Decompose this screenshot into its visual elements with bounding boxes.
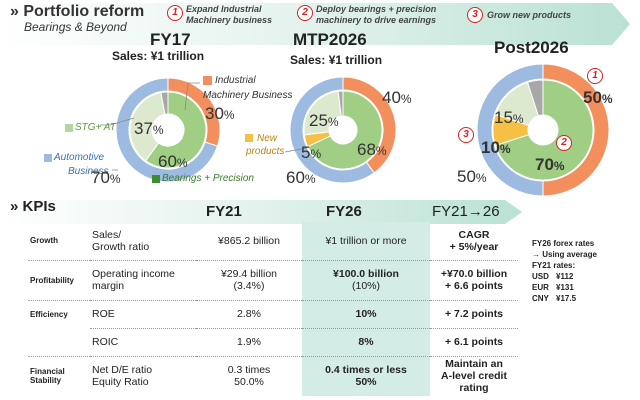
rate-cny: CNY ¥17.5	[532, 294, 577, 303]
mtp-automotive-slice	[289, 76, 375, 184]
automotive-label-2: Business	[68, 166, 109, 177]
new-products-swatch	[245, 134, 253, 142]
fy17-stg-slice	[129, 92, 166, 162]
stg-label: STG+ AT	[75, 122, 116, 133]
kpi-fy21-value: 1.9%	[196, 328, 302, 357]
fy17-automotive-slice	[115, 77, 219, 183]
kpi-fy26-value: 8%	[302, 328, 430, 357]
mtp-sales: Sales: ¥1 trillion	[290, 53, 383, 67]
automotive-swatch	[44, 154, 52, 162]
industrial-swatch	[203, 76, 212, 85]
industrial-label: Industrial	[215, 75, 256, 86]
mtp-donut-hole	[329, 116, 357, 144]
fy17-title: FY17	[150, 30, 191, 49]
portfolio-donuts	[100, 63, 610, 197]
post-automotive-pct: 50%	[457, 167, 487, 186]
post-donut-hole	[528, 115, 558, 145]
post-stg-pct: 15%	[494, 108, 524, 127]
page-subtitle: Bearings & Beyond	[24, 20, 127, 34]
step-2-marker: 2	[297, 5, 313, 21]
mtp-stg-pct: 25%	[309, 111, 339, 130]
kpi-category: Financial Stability	[30, 367, 65, 386]
bearings-swatch	[152, 175, 160, 183]
kpi-col-fy26: FY26	[326, 203, 362, 220]
kpi-row-profitability: Profitability Operating income margin ¥29…	[28, 260, 518, 301]
rate-usd: USD ¥112	[532, 272, 574, 281]
fy17-donut-hole	[152, 114, 184, 146]
fy17-sales: Sales: ¥1 trillion	[112, 49, 205, 63]
kpi-fy21-value: ¥865.2 billion	[196, 222, 302, 261]
post-automotive-slice	[476, 63, 544, 197]
kpi-title: » KPIs	[10, 198, 56, 215]
kpi-row-roe: Efficiency ROE 2.8% 10% + 7.2 points	[28, 300, 518, 329]
kpi-col-change: FY21→26	[432, 203, 500, 220]
kpi-fy26-value: ¥100.0 billion (10%)	[302, 260, 430, 301]
step-3-text: Grow new products	[487, 10, 572, 20]
automotive-label: Automotive	[54, 152, 105, 163]
fy17-industrial-pct: 30%	[205, 104, 235, 123]
kpi-fy21-value: 0.3 times 50.0%	[227, 364, 271, 389]
kpi-table: Growth Sales/Growth ratio ¥865.2 billion…	[28, 222, 518, 396]
kpi-category: Growth	[28, 222, 90, 261]
kpi-row-roic: ROIC 1.9% 8% + 6.1 points	[28, 328, 518, 357]
kpi-fy26-value: 0.4 times or less 50%	[302, 356, 430, 396]
kpi-category: Profitability	[28, 260, 90, 301]
kpi-change-value: Maintain an A-level credit rating	[441, 358, 507, 395]
kpi-fy26-value: ¥1 trillion or more	[302, 222, 430, 261]
mtp-new-pct: 5%	[301, 143, 322, 162]
mtp-bearings-pct: 68%	[357, 140, 387, 159]
kpi-change-value: + 6.1 points	[430, 328, 518, 357]
forex-note: FY26 forex rates → Using average FY21 ra…	[532, 239, 597, 303]
stg-swatch	[65, 124, 73, 132]
kpi-fy21-value: 2.8%	[196, 300, 302, 329]
post-title: Post2026	[494, 38, 569, 57]
kpi-indicator: Sales/Growth ratio	[90, 222, 196, 261]
new-products-label-2: products	[246, 146, 285, 157]
fy17-automotive-pct: 70%	[91, 168, 121, 187]
kpi-change-value: +¥70.0 billion + 6.6 points	[430, 260, 518, 301]
kpi-indicator: ROE	[90, 300, 196, 329]
kpi-fy26-value: 10%	[302, 300, 430, 329]
mtp-title: MTP2026	[293, 30, 367, 49]
post-marker-3: 3	[458, 127, 474, 143]
step-3-marker: 3	[467, 7, 483, 23]
fy17-donut	[115, 77, 221, 183]
industrial-label-2: Machinery Business	[203, 90, 293, 101]
kpi-col-fy21: FY21	[206, 203, 242, 220]
post-marker-2: 2	[556, 135, 572, 151]
page-title: » Portfolio reform	[10, 3, 145, 20]
kpi-change-value: CAGR + 5%/year	[430, 222, 518, 261]
kpi-category	[28, 328, 90, 357]
kpi-fy21-value: ¥29.4 billion (3.4%)	[196, 260, 302, 301]
new-products-label: New	[257, 133, 278, 144]
kpi-indicator: Operating income margin	[90, 260, 196, 301]
kpi-row-financial-stability: Financial Stability Net D/E ratio Equity …	[28, 356, 518, 396]
rate-eur: EUR ¥131	[532, 283, 574, 292]
kpi-banner	[0, 200, 522, 224]
kpi-change-value: + 7.2 points	[430, 300, 518, 329]
step-2-text: Deploy bearings + precision machinery to …	[316, 4, 437, 25]
kpi-indicator: Net D/E ratio Equity Ratio	[92, 364, 153, 389]
mtp-industrial-pct: 40%	[382, 88, 412, 107]
kpi-row-growth: Growth Sales/Growth ratio ¥865.2 billion…	[28, 222, 518, 261]
post-marker-1: 1	[587, 68, 603, 84]
kpi-indicator: ROIC	[90, 328, 196, 357]
fy17-stg-pct: 37%	[134, 119, 164, 138]
bearings-label: Bearings + Precision	[162, 173, 254, 184]
fy17-bearings-pct: 60%	[158, 152, 188, 171]
post-industrial-pct: 50%	[583, 88, 613, 107]
mtp-donut	[289, 76, 397, 184]
mtp-automotive-pct: 60%	[286, 168, 316, 187]
post-bearings-pct: 70%	[535, 155, 565, 174]
post-new-pct: 10%	[481, 138, 511, 157]
kpi-category: Efficiency	[30, 309, 68, 319]
step-1-marker: 1	[167, 5, 183, 21]
post-donut	[476, 63, 610, 197]
step-1-text: Expand Industrial Machinery business	[186, 4, 273, 25]
